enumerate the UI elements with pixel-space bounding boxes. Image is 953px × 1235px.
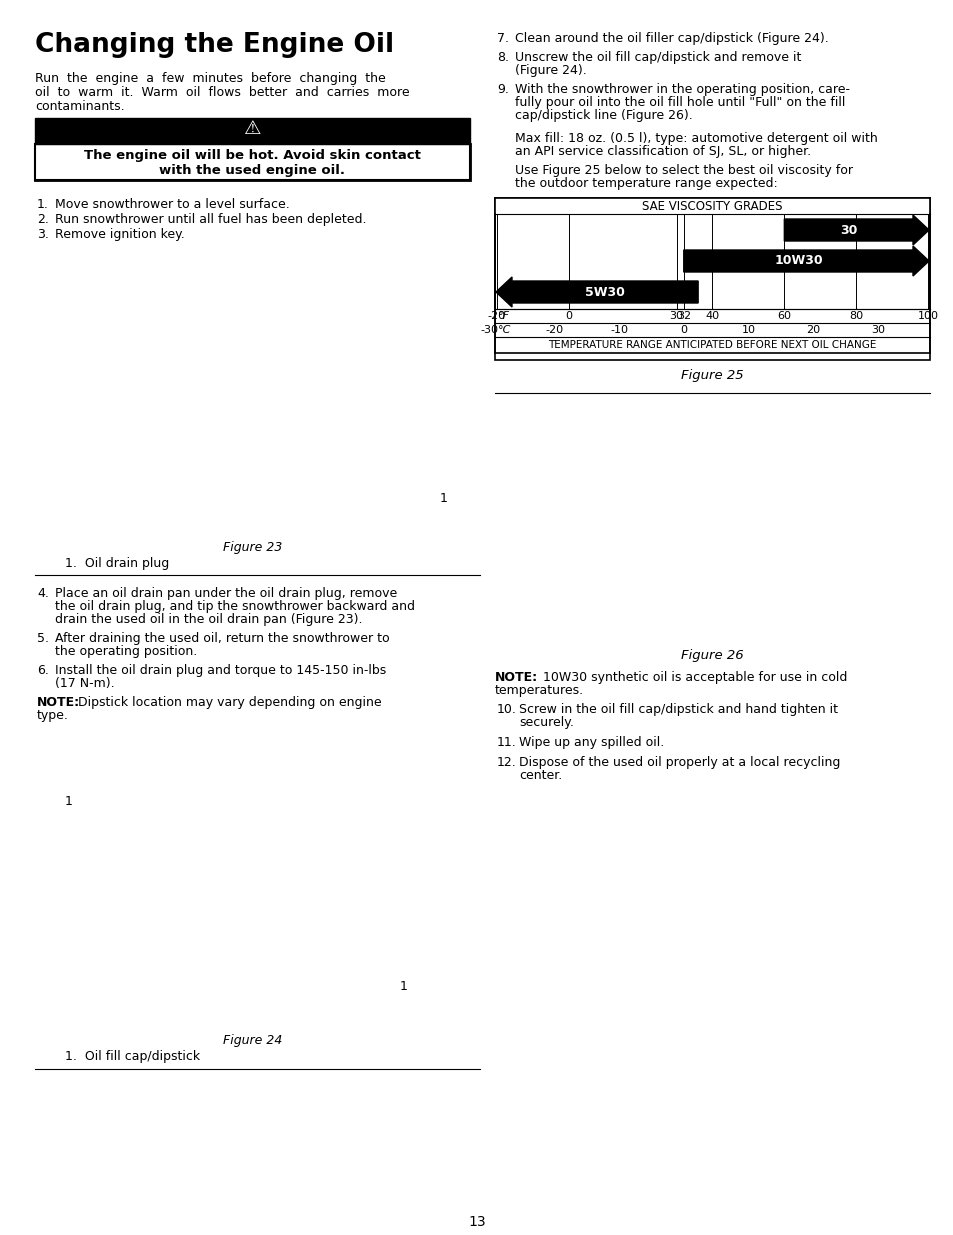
Text: 10: 10: [740, 325, 755, 335]
Text: Install the oil drain plug and torque to 145-150 in-lbs: Install the oil drain plug and torque to…: [55, 664, 386, 677]
Text: 20: 20: [805, 325, 820, 335]
Text: 9.: 9.: [497, 83, 508, 96]
Text: cap/dipstick line (Figure 26).: cap/dipstick line (Figure 26).: [515, 109, 692, 122]
Text: Use Figure 25 below to select the best oil viscosity for: Use Figure 25 below to select the best o…: [515, 164, 852, 177]
Text: drain the used oil in the oil drain pan (Figure 23).: drain the used oil in the oil drain pan …: [55, 613, 362, 626]
Text: The engine oil will be hot. Avoid skin contact: The engine oil will be hot. Avoid skin c…: [84, 149, 420, 162]
Text: Figure 24: Figure 24: [223, 1034, 282, 1047]
Text: Wipe up any spilled oil.: Wipe up any spilled oil.: [518, 736, 663, 748]
Bar: [35, 144, 470, 180]
Text: the outdoor temperature range expected:: the outdoor temperature range expected:: [515, 177, 777, 190]
Text: 32: 32: [676, 311, 690, 321]
Bar: [35, 119, 470, 144]
Text: Changing the Engine Oil: Changing the Engine Oil: [35, 32, 394, 58]
Text: 40: 40: [704, 311, 719, 321]
Polygon shape: [496, 277, 698, 308]
Text: securely.: securely.: [518, 716, 574, 729]
Text: with the used engine oil.: with the used engine oil.: [159, 164, 345, 177]
Text: 5W30: 5W30: [584, 285, 624, 299]
Text: Run  the  engine  a  few  minutes  before  changing  the: Run the engine a few minutes before chan…: [35, 72, 385, 85]
Text: -10: -10: [610, 325, 627, 335]
Text: 6.: 6.: [37, 664, 49, 677]
Text: Screw in the oil fill cap/dipstick and hand tighten it: Screw in the oil fill cap/dipstick and h…: [518, 703, 837, 716]
Text: 30: 30: [669, 311, 683, 321]
Text: 30: 30: [839, 224, 857, 236]
Text: type.: type.: [37, 709, 69, 722]
Text: NOTE:: NOTE:: [37, 697, 80, 709]
Text: Figure 26: Figure 26: [680, 650, 743, 662]
Text: temperatures.: temperatures.: [495, 684, 583, 697]
Text: 80: 80: [848, 311, 862, 321]
Text: NOTE:: NOTE:: [495, 671, 537, 684]
Text: 5.: 5.: [37, 632, 49, 645]
Text: 1.: 1.: [37, 198, 49, 211]
Text: -20: -20: [487, 311, 505, 321]
Text: an API service classification of SJ, SL, or higher.: an API service classification of SJ, SL,…: [515, 144, 810, 158]
Text: 4.: 4.: [37, 587, 49, 600]
Text: Move snowthrower to a level surface.: Move snowthrower to a level surface.: [55, 198, 290, 211]
Text: the operating position.: the operating position.: [55, 645, 197, 658]
Text: -20: -20: [545, 325, 563, 335]
Text: 3.: 3.: [37, 228, 49, 241]
Text: 11.: 11.: [497, 736, 517, 748]
Text: 1.  Oil fill cap/dipstick: 1. Oil fill cap/dipstick: [65, 1050, 200, 1063]
Text: Run snowthrower until all fuel has been depleted.: Run snowthrower until all fuel has been …: [55, 212, 366, 226]
Text: 10W30 synthetic oil is acceptable for use in cold: 10W30 synthetic oil is acceptable for us…: [535, 671, 846, 684]
Text: 7.: 7.: [497, 32, 509, 44]
Text: Max fill: 18 oz. (0.5 l), type: automotive detergent oil with: Max fill: 18 oz. (0.5 l), type: automoti…: [515, 132, 877, 144]
Text: 1: 1: [439, 492, 447, 505]
Text: fully pour oil into the oil fill hole until "Full" on the fill: fully pour oil into the oil fill hole un…: [515, 96, 844, 109]
Text: (Figure 24).: (Figure 24).: [515, 64, 586, 77]
Polygon shape: [783, 215, 928, 245]
Text: 0: 0: [565, 311, 572, 321]
Text: Remove ignition key.: Remove ignition key.: [55, 228, 185, 241]
Text: 1: 1: [399, 981, 408, 993]
Text: Figure 23: Figure 23: [223, 541, 282, 555]
Text: After draining the used oil, return the snowthrower to: After draining the used oil, return the …: [55, 632, 389, 645]
Text: (17 N-m).: (17 N-m).: [55, 677, 114, 690]
Text: Place an oil drain pan under the oil drain plug, remove: Place an oil drain pan under the oil dra…: [55, 587, 396, 600]
Text: 60: 60: [777, 311, 790, 321]
Text: Dispose of the used oil properly at a local recycling: Dispose of the used oil properly at a lo…: [518, 756, 840, 769]
Text: 30: 30: [870, 325, 883, 335]
Text: °F: °F: [497, 311, 510, 321]
Text: 100: 100: [917, 311, 938, 321]
Text: SAE VISCOSITY GRADES: SAE VISCOSITY GRADES: [641, 200, 781, 212]
Text: 1: 1: [65, 795, 72, 808]
Text: 10W30: 10W30: [773, 254, 821, 268]
Bar: [495, 198, 929, 214]
Text: ⚠: ⚠: [244, 119, 261, 138]
Text: TEMPERATURE RANGE ANTICIPATED BEFORE NEXT OIL CHANGE: TEMPERATURE RANGE ANTICIPATED BEFORE NEX…: [548, 340, 876, 350]
Text: Dipstick location may vary depending on engine: Dipstick location may vary depending on …: [70, 697, 381, 709]
Text: center.: center.: [518, 769, 561, 782]
Text: 8.: 8.: [497, 51, 509, 64]
Bar: [495, 198, 929, 359]
Polygon shape: [683, 246, 928, 275]
Text: contaminants.: contaminants.: [35, 100, 125, 112]
Bar: [35, 144, 470, 180]
Text: -30: -30: [480, 325, 498, 335]
Text: oil  to  warm  it.  Warm  oil  flows  better  and  carries  more: oil to warm it. Warm oil flows better an…: [35, 86, 409, 99]
Text: 10.: 10.: [497, 703, 517, 716]
Text: 12.: 12.: [497, 756, 517, 769]
Text: 2.: 2.: [37, 212, 49, 226]
Text: the oil drain plug, and tip the snowthrower backward and: the oil drain plug, and tip the snowthro…: [55, 600, 415, 613]
Text: Clean around the oil filler cap/dipstick (Figure 24).: Clean around the oil filler cap/dipstick…: [515, 32, 828, 44]
Text: °C: °C: [497, 325, 511, 335]
Text: Figure 25: Figure 25: [680, 369, 743, 382]
Text: 0: 0: [679, 325, 686, 335]
Text: With the snowthrower in the operating position, care-: With the snowthrower in the operating po…: [515, 83, 849, 96]
Text: 1.  Oil drain plug: 1. Oil drain plug: [65, 557, 169, 571]
Text: 13: 13: [468, 1215, 485, 1229]
Text: Unscrew the oil fill cap/dipstick and remove it: Unscrew the oil fill cap/dipstick and re…: [515, 51, 801, 64]
